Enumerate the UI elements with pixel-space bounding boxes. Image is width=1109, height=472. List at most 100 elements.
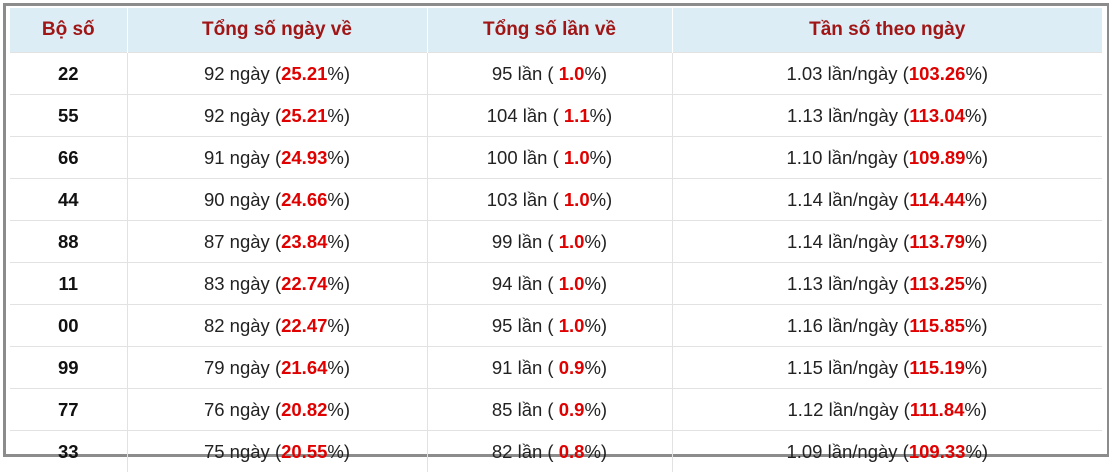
cell: 1.03 lần/ngày (103.26%)	[672, 53, 1102, 95]
cell-text: 1.13 lần/ngày (	[787, 105, 909, 126]
cell-text: 1.16 lần/ngày (	[787, 315, 909, 336]
cell-text: %)	[965, 441, 988, 462]
cell: 92 ngày (25.21%)	[127, 53, 427, 95]
cell-text: 92 ngày (	[204, 105, 281, 126]
cell-text: 79 ngày (	[204, 357, 281, 378]
header-cell: Tổng số ngày về	[127, 8, 427, 53]
cell-text: 83 ngày (	[204, 273, 281, 294]
cell: 82 ngày (22.47%)	[127, 305, 427, 347]
cell-percent: 113.79	[909, 231, 965, 252]
cell-text: %)	[584, 231, 607, 252]
cell-percent: 103.26	[909, 63, 966, 84]
cell: 94 lần ( 1.0%)	[427, 263, 672, 305]
cell-text: %)	[590, 189, 613, 210]
cell: 1.12 lần/ngày (111.84%)	[672, 389, 1102, 431]
cell-percent: 109.33	[909, 441, 966, 462]
cell-percent: 20.55	[281, 441, 327, 462]
header-cell: Tần số theo ngày	[672, 8, 1102, 53]
cell-text: 91 lần (	[492, 357, 559, 378]
cell-text: 76 ngày (	[204, 399, 281, 420]
cell-percent: 0.8	[559, 441, 585, 462]
cell: 91 lần ( 0.9%)	[427, 347, 672, 389]
cell-text: %)	[590, 147, 613, 168]
cell: 1.14 lần/ngày (113.79%)	[672, 221, 1102, 263]
cell: 104 lần ( 1.1%)	[427, 95, 672, 137]
cell-text: %)	[327, 399, 350, 420]
cell: 99 lần ( 1.0%)	[427, 221, 672, 263]
cell-percent: 1.0	[564, 147, 590, 168]
cell: 88	[10, 221, 127, 263]
cell: 44	[10, 179, 127, 221]
cell-text: %)	[590, 105, 613, 126]
cell-text: 1.15 lần/ngày (	[787, 357, 909, 378]
cell-text: 1.14 lần/ngày (	[787, 231, 909, 252]
cell-percent: 1.0	[559, 273, 585, 294]
cell: 77	[10, 389, 127, 431]
cell-text: %)	[965, 357, 988, 378]
cell: 100 lần ( 1.0%)	[427, 137, 672, 179]
cell: 90 ngày (24.66%)	[127, 179, 427, 221]
cell: 11	[10, 263, 127, 305]
cell-text: 87 ngày (	[204, 231, 281, 252]
cell-text: 1.09 lần/ngày (	[786, 441, 908, 462]
cell-text: 100 lần (	[487, 147, 564, 168]
cell-text: %)	[327, 147, 350, 168]
cell: 66	[10, 137, 127, 179]
cell-text: 90 ngày (	[204, 189, 281, 210]
cell: 75 ngày (20.55%)	[127, 431, 427, 472]
cell-text: 85 lần (	[492, 399, 559, 420]
cell-text: %)	[584, 357, 607, 378]
cell-percent: 111.84	[910, 399, 965, 420]
cell-text: 1.12 lần/ngày (	[787, 399, 909, 420]
cell: 33	[10, 431, 127, 472]
cell-text: %)	[327, 189, 350, 210]
cell-percent: 20.82	[281, 399, 327, 420]
cell-percent: 25.21	[281, 105, 327, 126]
cell-text: %)	[327, 231, 350, 252]
cell-text: %)	[965, 315, 988, 336]
cell: 1.10 lần/ngày (109.89%)	[672, 137, 1102, 179]
cell-text: %)	[584, 399, 607, 420]
cell-text: %)	[964, 399, 987, 420]
cell-text: 103 lần (	[487, 189, 564, 210]
cell-text: 95 lần (	[492, 315, 559, 336]
cell-text: 104 lần (	[487, 105, 564, 126]
cell: 1.15 lần/ngày (115.19%)	[672, 347, 1102, 389]
cell-text: %)	[327, 441, 350, 462]
cell-text: %)	[584, 441, 607, 462]
cell-text: %)	[327, 273, 350, 294]
cell-text: %)	[965, 147, 988, 168]
cell: 103 lần ( 1.0%)	[427, 179, 672, 221]
cell-percent: 1.0	[559, 63, 585, 84]
cell-text: %)	[965, 63, 988, 84]
cell-percent: 24.93	[281, 147, 327, 168]
cell-percent: 115.85	[909, 315, 965, 336]
cell-percent: 22.74	[281, 273, 327, 294]
cell-text: %)	[327, 315, 350, 336]
cell-text: %)	[584, 273, 607, 294]
cell: 95 lần ( 1.0%)	[427, 305, 672, 347]
header-cell: Tổng số lần về	[427, 8, 672, 53]
cell-text: %)	[965, 231, 988, 252]
cell-text: 82 lần (	[492, 441, 559, 462]
cell-text: %)	[327, 63, 350, 84]
cell-text: 94 lần (	[492, 273, 559, 294]
cell: 82 lần ( 0.8%)	[427, 431, 672, 472]
cell-text: %)	[965, 273, 988, 294]
header-cell: Bộ số	[10, 8, 127, 53]
cell-percent: 109.89	[909, 147, 966, 168]
cell-percent: 25.21	[281, 63, 327, 84]
cell-text: 91 ngày (	[204, 147, 281, 168]
cell-percent: 113.04	[909, 105, 965, 126]
cell-percent: 113.25	[909, 273, 965, 294]
cell-text: 95 lần (	[492, 63, 559, 84]
cell-text: 92 ngày (	[204, 63, 281, 84]
